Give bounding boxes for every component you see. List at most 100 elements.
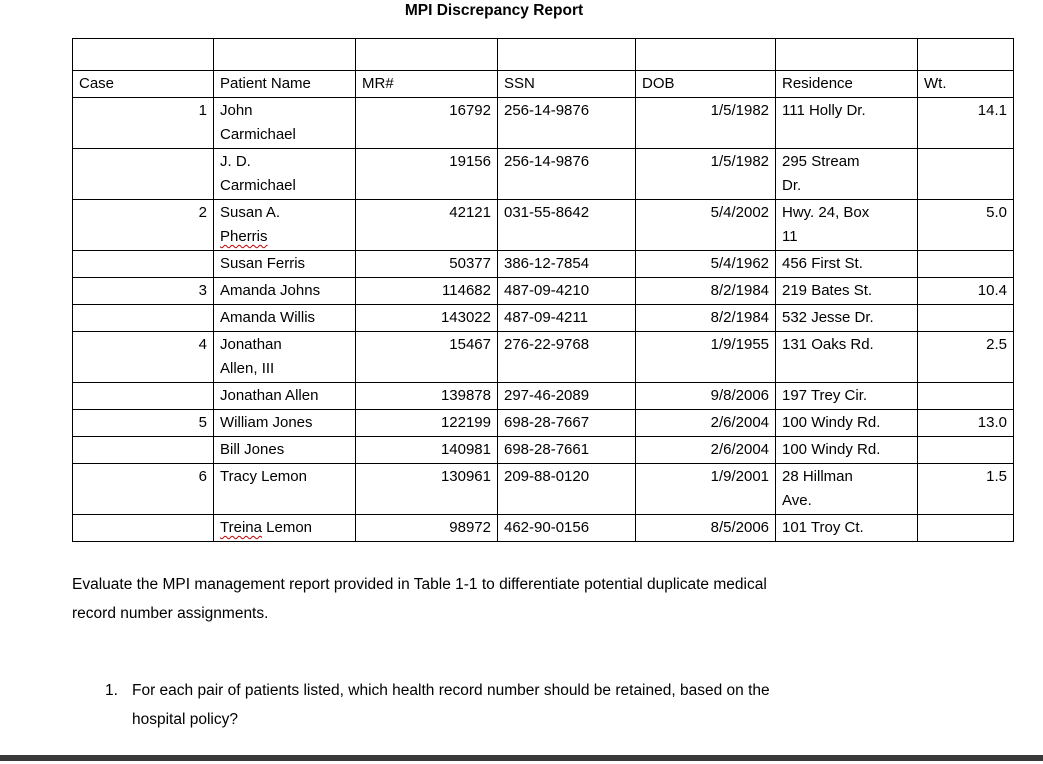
cell-dob: 8/5/2006 xyxy=(635,514,776,542)
cell-ssn: 256-14-9876 xyxy=(497,148,636,200)
cell-case xyxy=(72,148,214,200)
cell-residence: 295 Stream Dr. xyxy=(775,148,918,200)
column-header-residence: Residence xyxy=(775,70,918,98)
cell-mr: 122199 xyxy=(355,409,498,437)
cell-dob: 1/5/1982 xyxy=(635,97,776,149)
cell-dob: 8/2/1984 xyxy=(635,277,776,305)
cell-wt xyxy=(917,382,1014,410)
cell-dob: 8/2/1984 xyxy=(635,304,776,332)
table-row: Amanda Willis 143022 487-09-4211 8/2/1984 53… xyxy=(72,304,1014,332)
table-row: Jonathan Allen 139878 297-46-2089 9/8/2006 1… xyxy=(72,382,1014,410)
column-header-dob: DOB xyxy=(635,70,776,98)
cell-mr: 98972 xyxy=(355,514,498,542)
cell-ssn: 487-09-4211 xyxy=(497,304,636,332)
cell-patient-name: Jonathan Allen xyxy=(213,382,356,410)
cell-case xyxy=(72,250,214,278)
cell-mr: 143022 xyxy=(355,304,498,332)
question-text: For each pair of patients listed, which … xyxy=(132,682,770,728)
spacer-row xyxy=(72,38,1014,71)
cell-mr: 130961 xyxy=(355,463,498,515)
cell-case xyxy=(72,382,214,410)
cell-patient-name: Treina Lemon xyxy=(213,514,356,542)
cell-wt xyxy=(917,250,1014,278)
cell-patient-name: Tracy Lemon xyxy=(213,463,356,515)
cell-wt: 14.1 xyxy=(917,97,1014,149)
spacer-cell xyxy=(635,38,776,71)
table-row: 4 Jonathan Allen, III 15467 276-22-9768 1/9/… xyxy=(72,331,1014,383)
cell-residence: 100 Windy Rd. xyxy=(775,436,918,464)
cell-dob: 1/5/1982 xyxy=(635,148,776,200)
cell-mr: 19156 xyxy=(355,148,498,200)
table-row: 1 John Carmichael 16792 256-14-9876 1/5/1982… xyxy=(72,97,1014,149)
cell-case: 4 xyxy=(72,331,214,383)
cell-case: 1 xyxy=(72,97,214,149)
cell-patient-name: Amanda Johns xyxy=(213,277,356,305)
spacer-cell xyxy=(775,38,918,71)
cell-patient-name: Bill Jones xyxy=(213,436,356,464)
cell-ssn: 297-46-2089 xyxy=(497,382,636,410)
cell-ssn: 698-28-7667 xyxy=(497,409,636,437)
table-row: Susan Ferris 50377 386-12-7854 5/4/1962 456 … xyxy=(72,250,1014,278)
table-row: 5 William Jones 122199 698-28-7667 2/6/2004 1… xyxy=(72,409,1014,437)
column-header-case: Case xyxy=(72,70,214,98)
cell-wt xyxy=(917,148,1014,200)
cell-patient-name: Susan Ferris xyxy=(213,250,356,278)
cell-ssn: 386-12-7854 xyxy=(497,250,636,278)
column-header-wt: Wt. xyxy=(917,70,1014,98)
column-header-mr: MR# xyxy=(355,70,498,98)
question-item: 1. For each pair of patients listed, whi… xyxy=(105,676,915,734)
cell-patient-name: Susan A. Pherris xyxy=(213,199,356,251)
cell-mr: 50377 xyxy=(355,250,498,278)
spacer-cell xyxy=(917,38,1014,71)
cell-wt: 5.0 xyxy=(917,199,1014,251)
cell-case: 3 xyxy=(72,277,214,305)
cell-dob: 2/6/2004 xyxy=(635,436,776,464)
cell-ssn: 698-28-7661 xyxy=(497,436,636,464)
cell-ssn: 462-90-0156 xyxy=(497,514,636,542)
cell-residence: 131 Oaks Rd. xyxy=(775,331,918,383)
cell-case: 2 xyxy=(72,199,214,251)
cell-ssn: 031-55-8642 xyxy=(497,199,636,251)
question-number: 1. xyxy=(105,682,118,699)
spacer-cell xyxy=(497,38,636,71)
cell-mr: 16792 xyxy=(355,97,498,149)
cell-patient-name: Jonathan Allen, III xyxy=(213,331,356,383)
cell-dob: 9/8/2006 xyxy=(635,382,776,410)
cell-mr: 139878 xyxy=(355,382,498,410)
cell-case xyxy=(72,514,214,542)
instruction-paragraph: Evaluate the MPI management report provi… xyxy=(72,576,767,622)
cell-ssn: 276-22-9768 xyxy=(497,331,636,383)
cell-case xyxy=(72,436,214,464)
cell-patient-name: John Carmichael xyxy=(213,97,356,149)
table-row: 3 Amanda Johns 114682 487-09-4210 8/2/1984 21… xyxy=(72,277,1014,305)
spacer-cell xyxy=(213,38,356,71)
cell-mr: 42121 xyxy=(355,199,498,251)
cell-residence: 100 Windy Rd. xyxy=(775,409,918,437)
cell-wt: 13.0 xyxy=(917,409,1014,437)
cell-case: 6 xyxy=(72,463,214,515)
column-header-ssn: SSN xyxy=(497,70,636,98)
cell-case: 5 xyxy=(72,409,214,437)
cell-residence: 532 Jesse Dr. xyxy=(775,304,918,332)
cell-dob: 5/4/2002 xyxy=(635,199,776,251)
cell-residence: 111 Holly Dr. xyxy=(775,97,918,149)
header-row: Case Patient Name MR# SSN DOB Residence Wt. xyxy=(72,70,1014,98)
cell-wt xyxy=(917,304,1014,332)
table-row: Bill Jones 140981 698-28-7661 2/6/2004 100 W… xyxy=(72,436,1014,464)
cell-residence: Hwy. 24, Box 11 xyxy=(775,199,918,251)
spacer-cell xyxy=(72,38,214,71)
cell-residence: 219 Bates St. xyxy=(775,277,918,305)
cell-wt: 1.5 xyxy=(917,463,1014,515)
cell-ssn: 209-88-0120 xyxy=(497,463,636,515)
cell-ssn: 487-09-4210 xyxy=(497,277,636,305)
cell-wt: 10.4 xyxy=(917,277,1014,305)
cell-mr: 114682 xyxy=(355,277,498,305)
mpi-discrepancy-table: Case Patient Name MR# SSN DOB Residence Wt. 1 Jo… xyxy=(72,38,1014,542)
table-row: 2 Susan A. Pherris 42121 031-55-8642 5/4/200… xyxy=(72,199,1014,251)
cell-mr: 15467 xyxy=(355,331,498,383)
cell-residence: 28 Hillman Ave. xyxy=(775,463,918,515)
misspelled-word: Treina xyxy=(220,519,262,536)
cell-patient-name: William Jones xyxy=(213,409,356,437)
column-header-patient-name: Patient Name xyxy=(213,70,356,98)
